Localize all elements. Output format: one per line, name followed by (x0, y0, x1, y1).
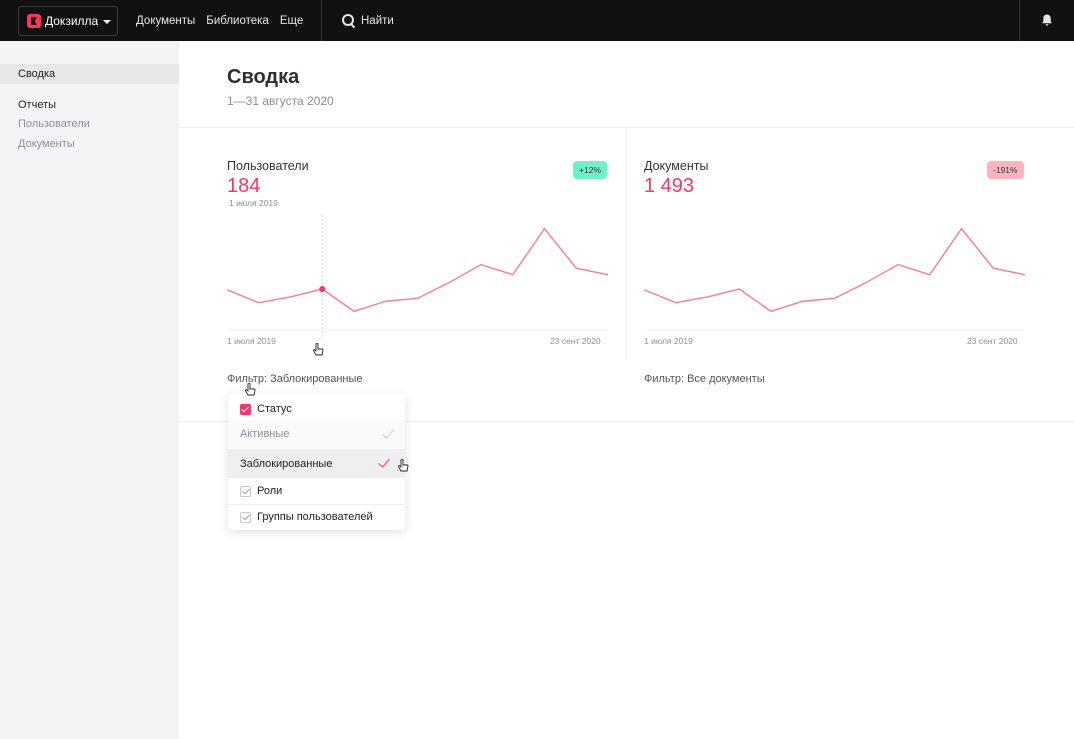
groups-checkbox[interactable] (240, 511, 251, 523)
sidebar-item-summary[interactable]: Сводка (0, 64, 179, 84)
top-nav: Документы Библиотека Еще (136, 0, 314, 41)
documents-change-badge: -191% (987, 161, 1024, 179)
users-card-label: Пользователи (227, 159, 309, 173)
users-change-badge: +12% (573, 161, 607, 179)
users-axis-start: 1 июля 2019 (227, 336, 276, 346)
cards-bottom-divider (179, 421, 1074, 422)
search-icon (342, 14, 355, 27)
users-card-value: 184 (227, 175, 261, 197)
page-title: Сводка (227, 66, 300, 88)
top-divider-right (1019, 0, 1020, 41)
nav-more[interactable]: Еще (279, 14, 304, 27)
nav-library[interactable]: Библиотека (206, 14, 269, 27)
dropdown-groups-row[interactable]: Группы пользователей (228, 506, 405, 528)
header-divider (179, 127, 1074, 128)
brand-menu-button[interactable]: Докзилла (18, 6, 118, 36)
hand-cursor-icon (244, 383, 256, 396)
documents-axis-start: 1 июля 2019 (644, 336, 693, 346)
users-filter-button[interactable]: Фильтр: Заблокированные (227, 373, 363, 385)
check-icon (378, 455, 390, 468)
hover-point (319, 286, 326, 293)
sidebar-item-users[interactable]: Пользователи (18, 118, 90, 130)
nav-documents[interactable]: Документы (136, 14, 196, 27)
roles-checkbox[interactable] (240, 485, 251, 497)
documents-card-label: Документы (644, 159, 709, 173)
bell-icon[interactable] (1040, 13, 1054, 27)
series-line (643, 227, 1026, 313)
status-label: Статус (257, 403, 292, 415)
documents-card-value: 1 493 (644, 175, 695, 197)
brand-name: Докзилла (45, 14, 99, 28)
search-label: Найти (361, 14, 394, 27)
hand-cursor-icon (397, 459, 409, 472)
dropdown-option-blocked[interactable]: Заблокированные (228, 449, 405, 478)
filter-dropdown: Статус Активные Заблокированные Роли Гру… (228, 394, 405, 530)
users-hover-date: 1 июля 2019 (229, 198, 278, 208)
option-active-label: Активные (240, 428, 290, 440)
dropdown-status-row[interactable]: Статус (228, 398, 405, 420)
groups-label: Группы пользователей (257, 511, 373, 523)
dropdown-option-active[interactable]: Активные (228, 420, 405, 448)
documents-filter-button[interactable]: Фильтр: Все документы (644, 373, 765, 385)
sidebar: Сводка Отчеты Пользователи Документы (0, 41, 179, 739)
series-line (226, 227, 609, 313)
dropdown-roles-row[interactable]: Роли (228, 480, 405, 502)
sidebar-item-documents[interactable]: Документы (18, 138, 75, 150)
option-blocked-label: Заблокированные (240, 457, 333, 470)
top-bar: Докзилла Документы Библиотека Еще Найти (0, 0, 1074, 41)
search-button[interactable]: Найти (342, 0, 394, 41)
page-date-range: 1—31 августа 2020 (227, 94, 334, 108)
documents-line-chart[interactable] (643, 215, 1026, 335)
users-line-chart[interactable] (226, 215, 609, 340)
check-icon (382, 426, 394, 439)
users-axis-end: 23 сент 2020 (550, 336, 601, 346)
dropdown-divider (228, 504, 405, 505)
documents-axis-end: 23 сент 2020 (967, 336, 1018, 346)
chevron-down-icon (103, 19, 112, 24)
top-divider (321, 0, 322, 41)
sidebar-section-reports[interactable]: Отчеты (18, 99, 57, 111)
status-checkbox[interactable] (240, 403, 251, 415)
roles-label: Роли (257, 485, 283, 497)
brand-logo-icon (27, 14, 41, 28)
cards-divider (626, 128, 627, 360)
hand-cursor-icon (312, 343, 324, 356)
